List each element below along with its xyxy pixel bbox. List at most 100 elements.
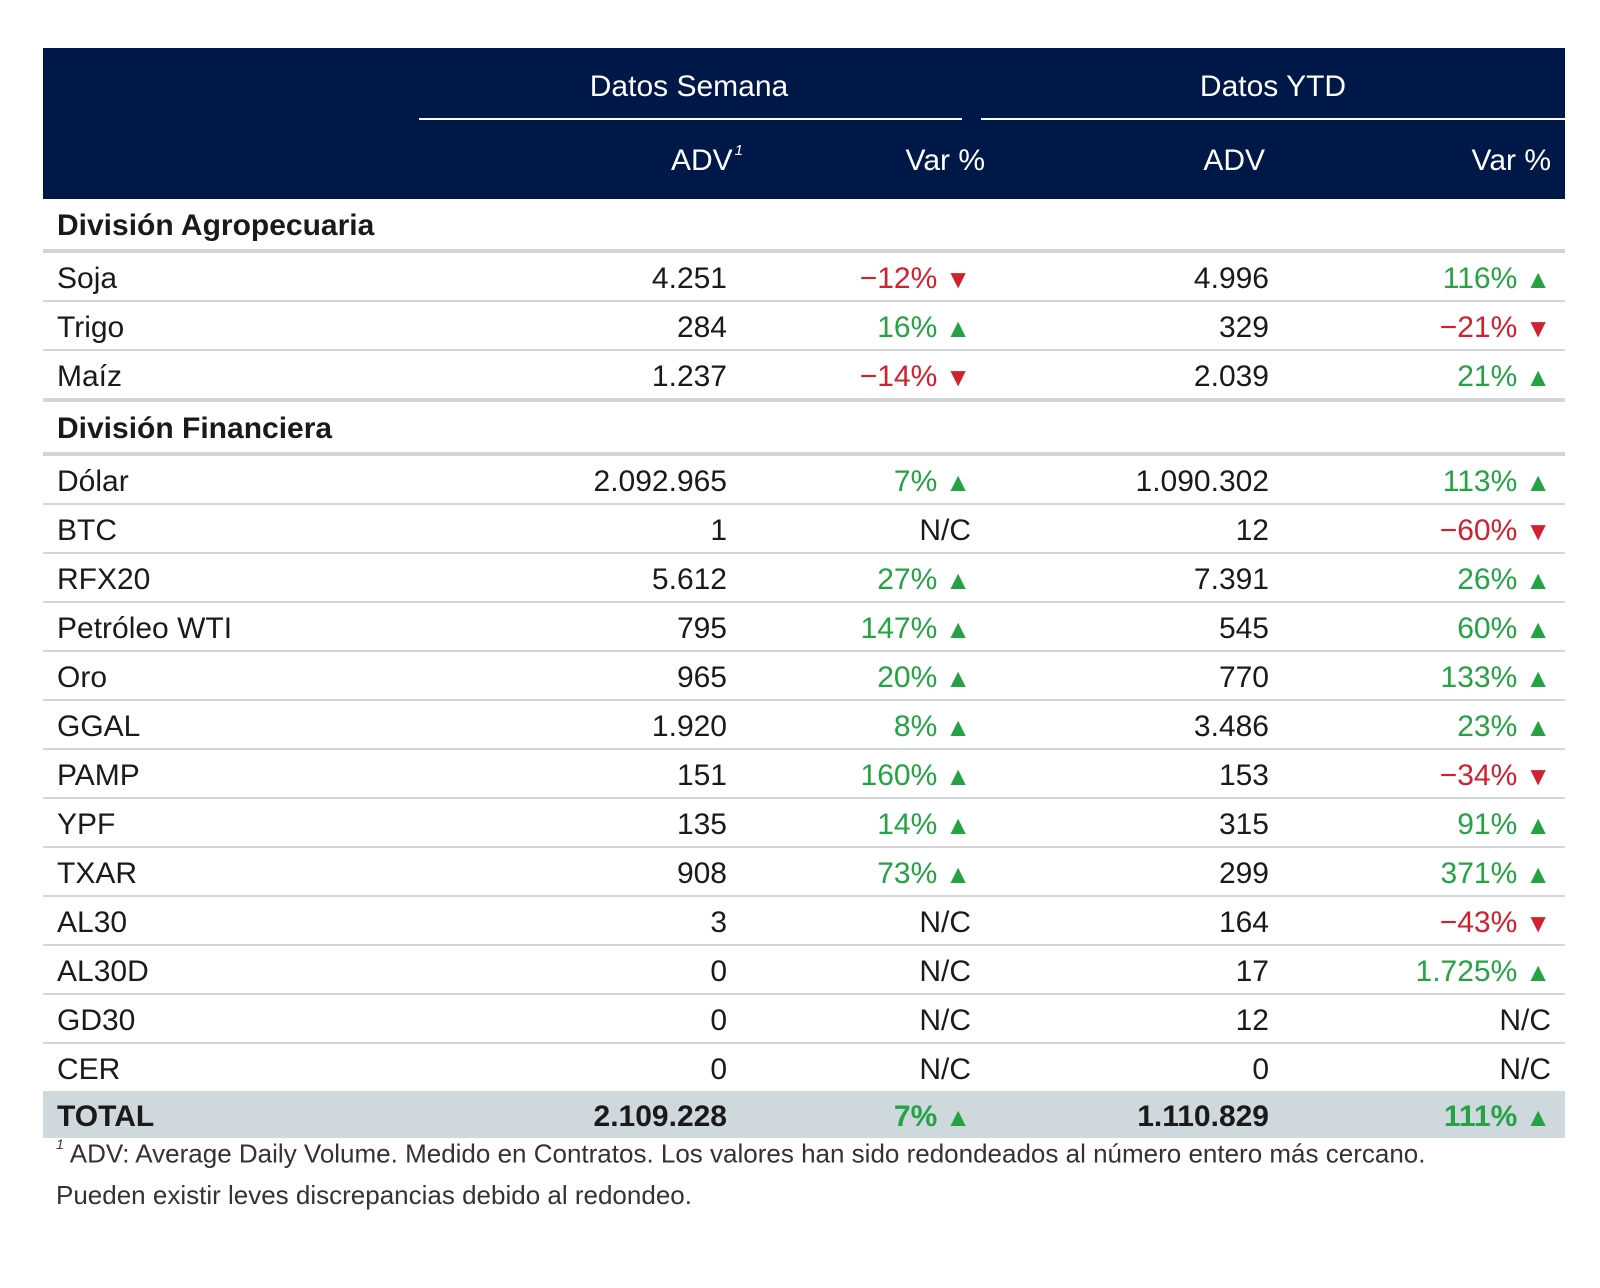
triangle-down-icon: ▼ [1525,313,1551,343]
table-row: Maíz 1.237 −14% ▼ 2.039 21% ▲ [43,351,1565,402]
var-week-value: −12% [859,262,938,295]
adv-ytd-value: 770 [1218,661,1269,694]
var-ytd: 26% ▲ [1457,563,1551,597]
var-ytd-value: 371% [1440,857,1518,890]
adv-week-value: 0 [710,955,727,988]
footnote-marker: 1 [734,142,743,159]
var-week-value: N/C [919,514,971,547]
row-name: YPF [57,808,116,841]
adv-ytd-value: 153 [1218,759,1269,792]
var-ytd: 133% ▲ [1441,661,1551,695]
var-ytd-value: 60% [1457,612,1518,645]
triangle-up-icon: ▲ [1525,1102,1551,1132]
triangle-up-icon: ▲ [945,1102,971,1132]
var-ytd-value: 116% [1442,262,1518,295]
adv-ytd-value: 164 [1218,906,1269,939]
section-title: División Financiera [57,412,333,445]
adv-ytd-value: 12 [1235,514,1269,547]
row-name: GD30 [57,1004,136,1037]
table-row: AL30 3 N/C 164 −43% ▼ [43,897,1565,946]
table-row: AL30D 0 N/C 17 1.725% ▲ [43,946,1565,995]
triangle-up-icon: ▲ [1525,565,1551,595]
var-ytd: −21% ▼ [1440,311,1551,345]
var-week: 147% ▲ [861,612,971,646]
adv-week-value: 908 [676,857,727,890]
adv-ytd-value: 315 [1218,808,1269,841]
table-body: División Agropecuaria Soja 4.251 −12% ▼ 4.996… [43,199,1565,1138]
var-ytd-value: 21% [1457,360,1518,393]
adv-table: Datos Semana Datos YTD ADV 1 Var % ADV Va… [43,48,1565,1138]
var-week-value: 8% [893,710,938,743]
var-ytd: 1.725% ▲ [1416,955,1551,989]
var-week-value: 16% [877,311,938,344]
var-week-value: 160% [860,759,938,792]
section-title: División Agropecuaria [57,209,375,242]
triangle-up-icon: ▲ [945,467,971,497]
triangle-up-icon: ▲ [945,565,971,595]
triangle-up-icon: ▲ [945,313,971,343]
triangle-up-icon: ▲ [945,761,971,791]
row-name: AL30 [57,906,128,939]
triangle-up-icon: ▲ [945,810,971,840]
group-header-ytd: Datos YTD [1199,70,1347,103]
triangle-up-icon: ▲ [1525,614,1551,644]
var-ytd: 371% ▲ [1441,857,1551,891]
footnote-line-1: 1 ADV: Average Daily Volume. Medido en Co… [56,1136,1426,1169]
adv-ytd-value: 0 [1252,1053,1269,1086]
adv-week-value: 795 [676,612,727,645]
footnote-line-2: Pueden existir leves discrepancias debid… [56,1179,692,1210]
triangle-up-icon: ▲ [1525,712,1551,742]
var-ytd-value: 91% [1457,808,1518,841]
adv-ytd-value: 3.486 [1193,710,1269,743]
table-row: Soja 4.251 −12% ▼ 4.996 116% ▲ [43,253,1565,302]
table-row: Petróleo WTI 795 147% ▲ 545 60% ▲ [43,603,1565,652]
table-row: CER 0 N/C 0 N/C [43,1044,1565,1091]
table-row: Trigo 284 16% ▲ 329 −21% ▼ [43,302,1565,351]
triangle-up-icon: ▲ [1525,362,1551,392]
adv-week-value: 1 [710,514,727,547]
col-header-adv-ytd: ADV [1203,144,1265,177]
row-name: AL30D [57,955,149,988]
table-row: TXAR 908 73% ▲ 299 371% ▲ [43,848,1565,897]
table-row: GGAL 1.920 8% ▲ 3.486 23% ▲ [43,701,1565,750]
var-week-value: N/C [919,955,971,988]
var-week-value: 73% [877,857,938,890]
adv-ytd-value: 12 [1235,1004,1269,1037]
triangle-up-icon: ▲ [945,859,971,889]
var-week-value: N/C [919,906,971,939]
var-ytd-value: 1.725% [1415,955,1518,988]
var-ytd-value: −21% [1439,311,1518,344]
triangle-up-icon: ▲ [1525,810,1551,840]
table-row: BTC 1 N/C 12 −60% ▼ [43,505,1565,554]
table-row: PAMP 151 160% ▲ 153 −34% ▼ [43,750,1565,799]
adv-week-value: 0 [710,1053,727,1086]
table-header: Datos Semana Datos YTD ADV 1 Var % ADV Va… [43,48,1565,199]
adv-ytd-value: 329 [1218,311,1269,344]
var-week: 8% ▲ [894,710,971,744]
group-header-week: Datos Semana [589,70,789,103]
adv-week-value: 135 [676,808,727,841]
row-name: Oro [57,661,108,694]
triangle-down-icon: ▼ [945,362,971,392]
table-row: YPF 135 14% ▲ 315 91% ▲ [43,799,1565,848]
var-week: 16% ▲ [877,311,971,345]
adv-ytd-value: 17 [1235,955,1269,988]
adv-week-value: 4.251 [651,262,727,295]
row-name: Trigo [57,311,125,344]
adv-ytd-value: 2.039 [1193,360,1269,393]
table-row: RFX20 5.612 27% ▲ 7.391 26% ▲ [43,554,1565,603]
table-row: Dólar 2.092.965 7% ▲ 1.090.302 113% ▲ [43,456,1565,505]
total-row: TOTAL 2.109.228 7% ▲ 1.110.829 111% ▲ [43,1091,1565,1138]
adv-week-value: 5.612 [651,563,727,596]
var-ytd-value: −60% [1439,514,1518,547]
var-week: N/C [919,955,971,989]
triangle-down-icon: ▼ [1525,761,1551,791]
adv-ytd-value: 545 [1218,612,1269,645]
var-ytd: −43% ▼ [1440,906,1551,940]
row-name: CER [57,1053,121,1086]
triangle-down-icon: ▼ [945,264,971,294]
adv-week-value: 965 [676,661,727,694]
adv-week-value: 151 [676,759,727,792]
var-week-value: 7% [893,465,938,498]
var-week: N/C [919,514,971,548]
